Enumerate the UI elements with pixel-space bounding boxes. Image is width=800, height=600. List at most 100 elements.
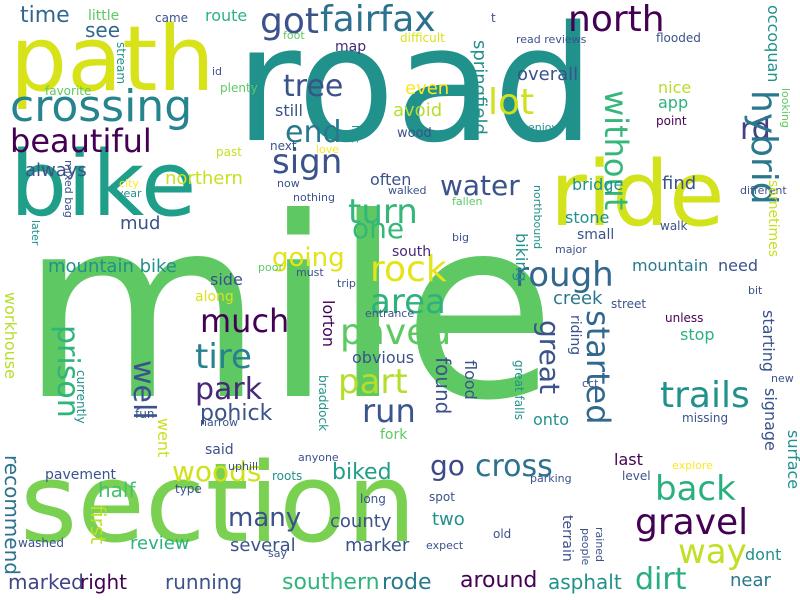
word-occoquan: occoquan (764, 5, 783, 83)
word-favorite: favorite (45, 84, 92, 98)
word-spot: spot (429, 490, 455, 504)
word-first: first (86, 505, 110, 545)
word-mixed-bag: mixed bag (62, 160, 75, 218)
word-go: go (430, 449, 465, 482)
word-next: next (270, 139, 297, 153)
word-county: county (330, 511, 392, 532)
word-last: last (614, 450, 643, 469)
word-tire: tire (195, 337, 252, 377)
word-explore: explore (672, 459, 713, 472)
word-flooded: flooded (656, 31, 701, 45)
word-biked: biked (332, 460, 392, 485)
word-trails: trails (660, 375, 750, 416)
word-went: went (154, 418, 173, 458)
word-surface: surface (784, 430, 800, 490)
word-pohick: pohick (200, 401, 273, 426)
word-onto: onto (533, 410, 569, 429)
word-mile: mile (20, 164, 557, 455)
word-wood: wood (397, 126, 432, 141)
word-rained: rained (593, 527, 606, 563)
word-stop: stop (680, 325, 715, 344)
word-route: route (205, 6, 248, 25)
word-running: running (165, 570, 243, 594)
word-difficult: difficult (400, 31, 445, 45)
word-hybrid: hybrid (743, 90, 784, 205)
word-run: run (362, 392, 416, 430)
word-rd: rd (740, 112, 771, 147)
word-riding: riding (567, 315, 583, 356)
word-past: past (216, 145, 242, 159)
word-bridge: bridge (572, 175, 624, 194)
word-sign: sign (272, 142, 343, 182)
word-starting: starting (759, 310, 778, 373)
word-big: big (452, 231, 470, 244)
word-fallen: fallen (452, 195, 483, 208)
word-parking: parking (530, 472, 572, 485)
word-dirt: dirt (635, 562, 687, 597)
word-workhouse: workhouse (1, 292, 20, 379)
word-nice: nice (658, 78, 692, 97)
word-near: near (730, 570, 771, 591)
word-love: love (316, 143, 340, 156)
word-fun: fun (135, 407, 155, 421)
word-small: small (577, 227, 615, 243)
word-need: need (718, 256, 758, 275)
word-bit: bit (748, 284, 763, 297)
word-must: must (296, 266, 324, 279)
word-bike: bike (10, 132, 197, 237)
word-avoid: avoid (393, 100, 443, 121)
word-area: area (370, 282, 446, 322)
word-southern: southern (282, 570, 380, 595)
word-review: review (130, 533, 190, 554)
word-two: two (432, 509, 465, 530)
word-fairfax: fairfax (320, 0, 436, 40)
word-dont: dont (745, 545, 782, 564)
word-road: road (235, 0, 595, 178)
word-city: city (119, 177, 139, 190)
word-different: different (740, 184, 787, 197)
word-northern: northern (165, 168, 243, 189)
word-later: later (29, 220, 42, 246)
word-mud: mud (120, 213, 161, 234)
word-lorton: lorton (319, 300, 338, 348)
word-level: level (622, 469, 651, 483)
word-north: north (568, 0, 665, 40)
word-now: now (277, 177, 300, 190)
word-terrain: terrain (559, 515, 575, 562)
word-park: park (195, 372, 263, 407)
word-said: said (205, 442, 234, 458)
word-paved: paved (340, 312, 452, 353)
word-started: started (579, 310, 617, 425)
word-expect: expect (426, 539, 464, 552)
word-rode: rode (382, 570, 432, 595)
word-street: street (611, 297, 647, 311)
word-asphalt: asphalt (548, 570, 622, 594)
word-turn: turn (348, 192, 418, 232)
word-unless: unless (665, 311, 704, 325)
word-woods: woods (172, 455, 262, 488)
word-trip: trip (337, 277, 356, 290)
word-obvious: obvious (352, 348, 415, 367)
word-app: app (658, 93, 689, 112)
word-side: side (210, 270, 243, 289)
word-uphill: uphill (228, 460, 259, 473)
word-biking: biking (512, 233, 531, 282)
word-walked: walked (388, 184, 427, 197)
word-washed: washed (18, 536, 65, 550)
word-fork: fork (380, 427, 408, 443)
word-cross: cross (475, 449, 553, 484)
word-read-reviews: read reviews (516, 33, 587, 46)
word-gravel: gravel (635, 502, 749, 543)
word-came: came (155, 11, 189, 25)
word-lot: lot (488, 82, 535, 123)
word-marked: marked (8, 570, 84, 594)
word-great: great (533, 320, 566, 395)
word-prison: prison (50, 325, 85, 418)
word-flood: flood (461, 360, 480, 400)
word-even: even (405, 78, 450, 99)
word-roots: roots (272, 469, 303, 483)
word-major: major (555, 243, 587, 256)
word-stone: stone (565, 208, 610, 227)
word-well: well (126, 360, 161, 420)
